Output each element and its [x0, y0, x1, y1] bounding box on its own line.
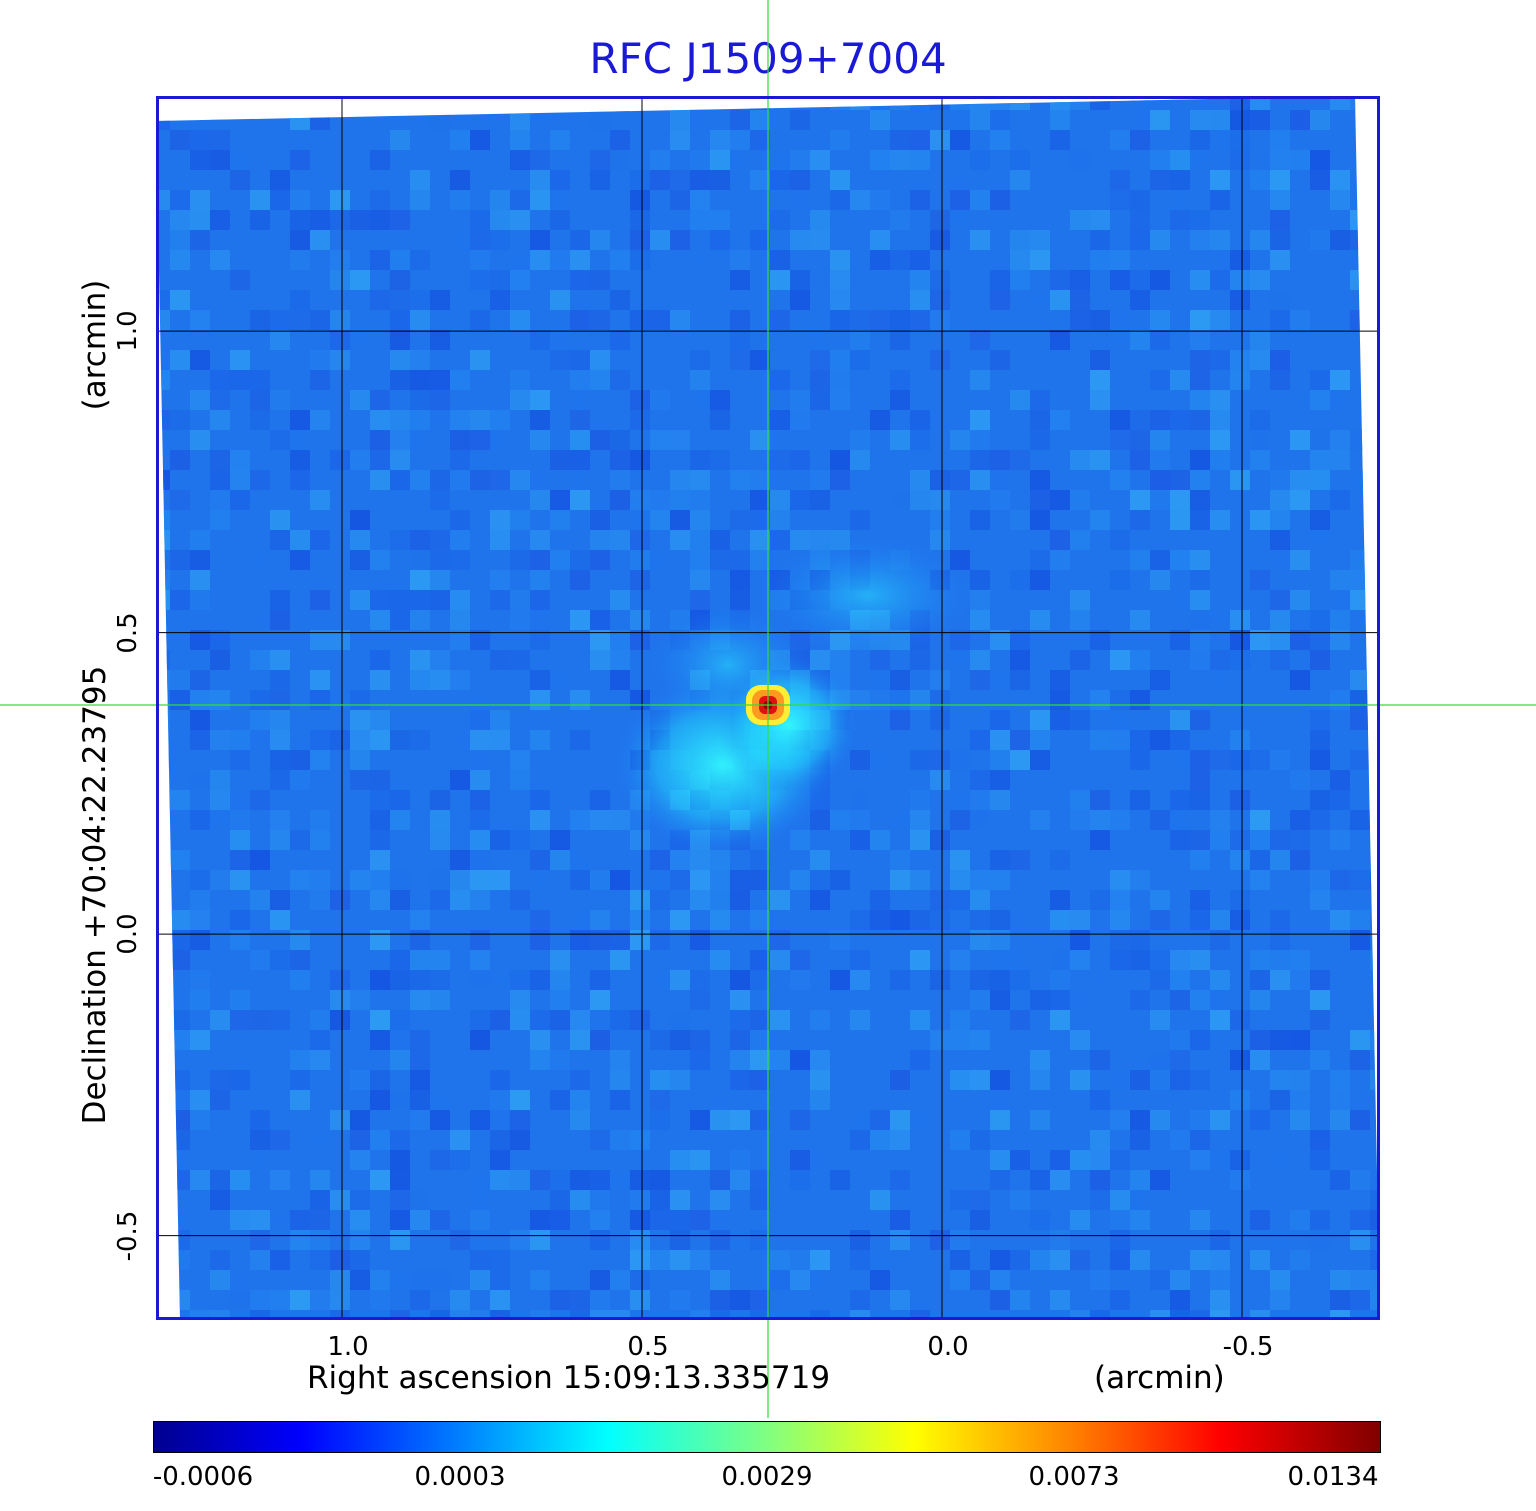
- diffuse-emission-2: [758, 534, 978, 655]
- colorbar-tick-label: 0.0073: [1028, 1462, 1120, 1492]
- colorbar-tick-label: -0.0006: [152, 1462, 254, 1492]
- crosshair: [0, 0, 1536, 1418]
- y-tick-label: 0.5: [113, 611, 143, 654]
- x-tick-label: 0.0: [927, 1332, 969, 1362]
- colorbar-tick-label: 0.0134: [1287, 1462, 1379, 1492]
- x-tick-label: 0.5: [627, 1332, 669, 1362]
- colorbar: [153, 1421, 1381, 1453]
- y-axis-label: Declination +70:04:22.23795: [77, 665, 113, 1125]
- colorbar-tick-label: 0.0029: [721, 1462, 813, 1492]
- colorbar-tick-label: 0.0003: [414, 1462, 506, 1492]
- x-tick-label: 1.0: [327, 1332, 369, 1362]
- y-tick-label: 0.0: [113, 913, 143, 955]
- x-axis-label: Right ascension 15:09:13.335719: [307, 1360, 831, 1396]
- x-tick-label: -0.5: [1222, 1332, 1274, 1362]
- plot-frame: [156, 96, 1380, 1320]
- y-tick-label: 1.0: [113, 310, 143, 352]
- y-tick-label: -0.5: [113, 1210, 143, 1261]
- y-axis-unit: (arcmin): [77, 279, 113, 411]
- x-axis-unit: (arcmin): [1094, 1360, 1225, 1396]
